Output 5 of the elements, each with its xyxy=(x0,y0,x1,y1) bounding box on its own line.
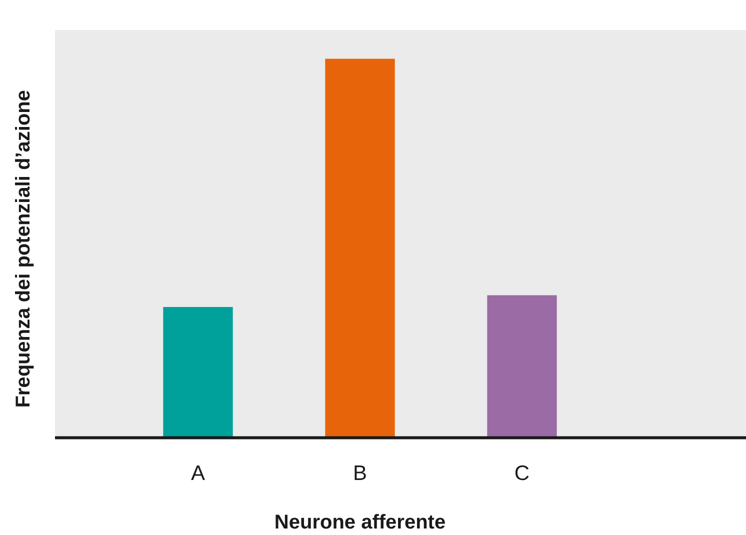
y-axis-title: Frequenza dei potenziali d’azione xyxy=(12,90,35,408)
x-tick-label: B xyxy=(352,462,368,486)
x-tick-label: C xyxy=(514,462,530,486)
x-axis-title: Neurone afferente xyxy=(274,512,446,534)
x-tick-label: A xyxy=(190,462,206,486)
